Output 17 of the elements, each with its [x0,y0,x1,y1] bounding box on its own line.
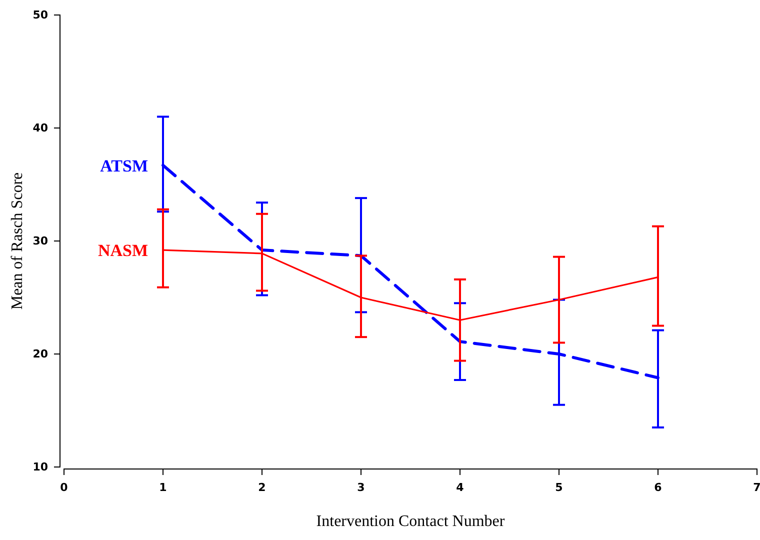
x-tick-label: 2 [258,480,266,494]
x-tick-label: 4 [456,480,464,494]
y-tick-label: 40 [32,122,48,135]
y-tick-label: 20 [32,348,48,361]
x-tick-label: 0 [60,480,68,494]
x-axis-title: Intervention Contact Number [316,513,506,530]
x-tick-label: 1 [159,480,167,494]
series-label: NASM [98,241,148,260]
y-tick-label: 30 [32,234,48,248]
y-tick-label: 50 [32,8,48,22]
series-label: ATSM [100,156,148,176]
x-tick-label: 3 [357,480,365,494]
x-tick-label: 7 [753,480,760,494]
x-tick-label: 5 [555,480,563,494]
y-tick-label: 10 [32,460,48,474]
x-tick-label: 6 [654,480,662,494]
y-axis-title: Mean of Rasch Score [9,172,26,310]
